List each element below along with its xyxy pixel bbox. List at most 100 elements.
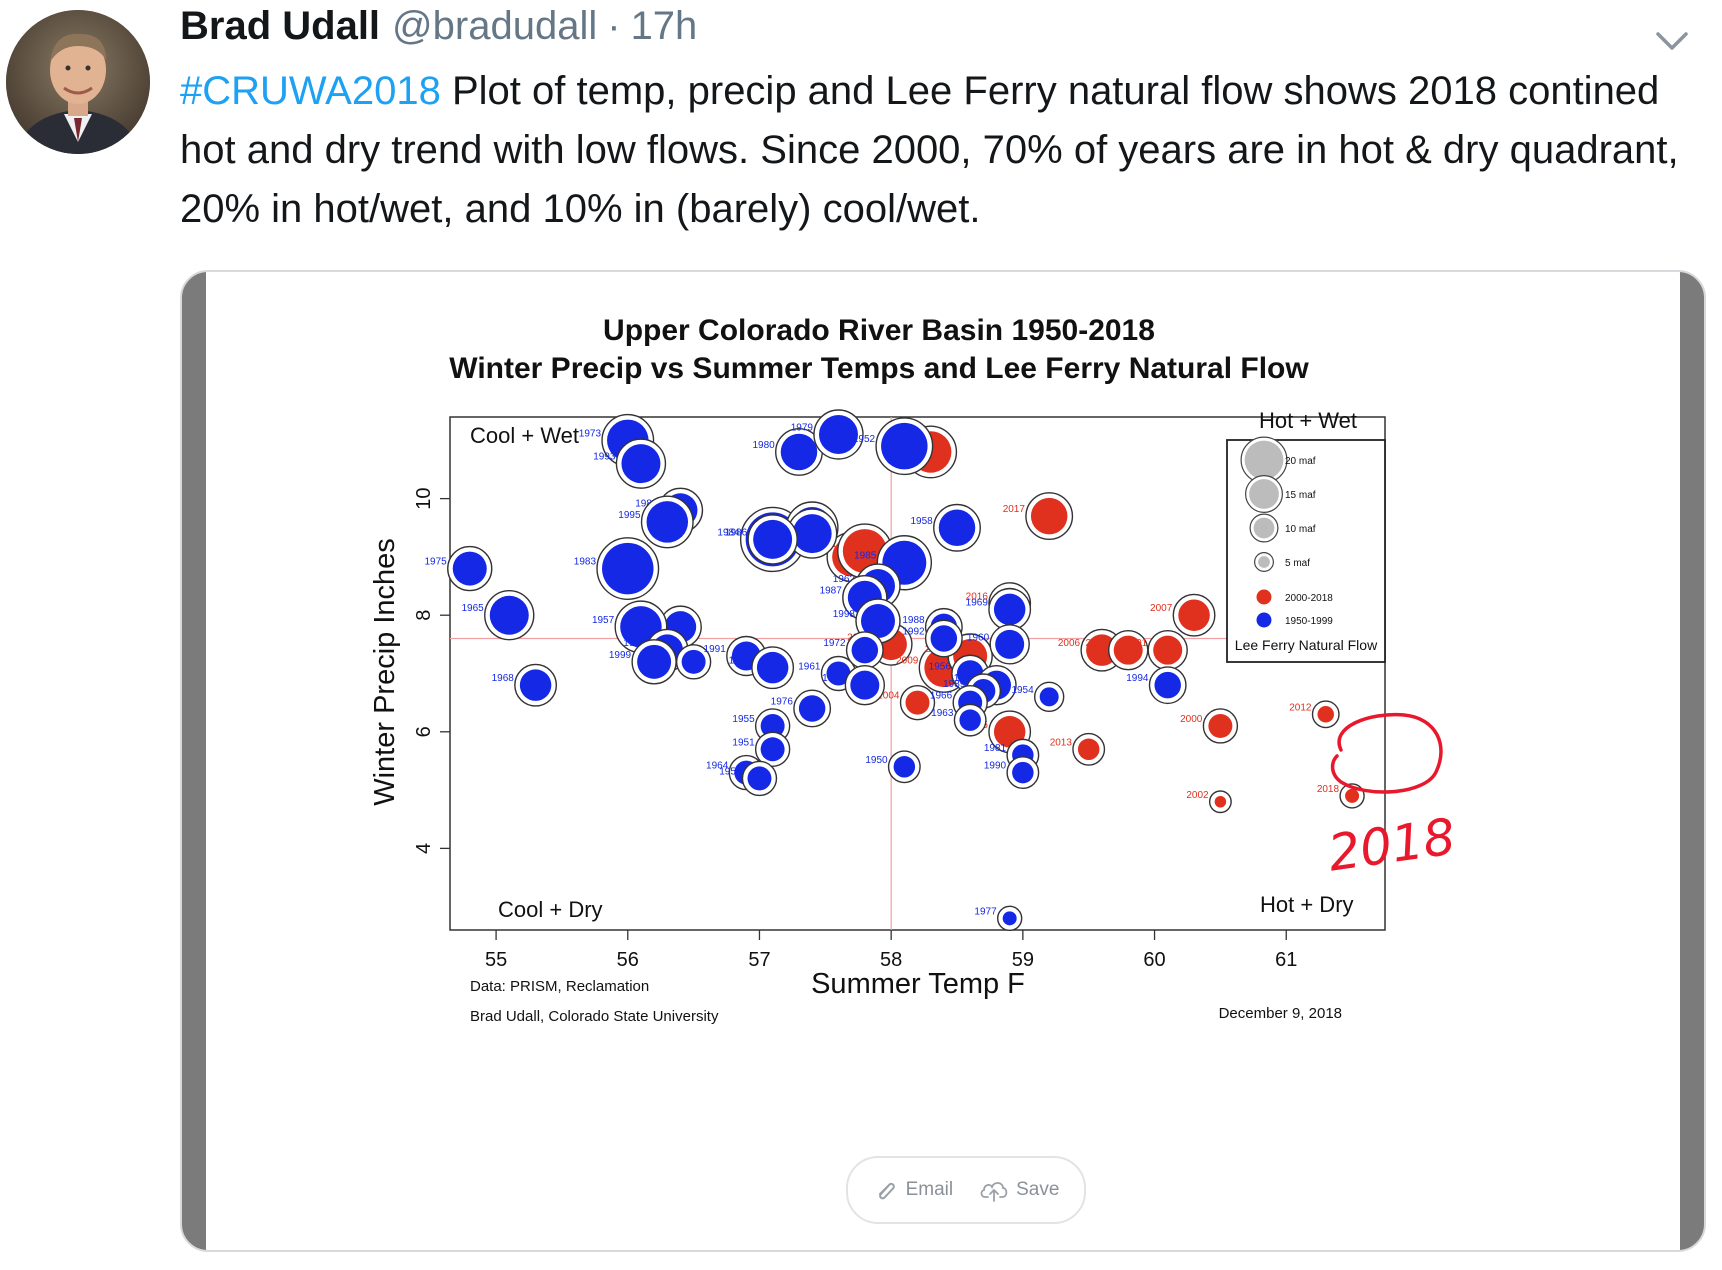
- email-button[interactable]: Email: [873, 1177, 953, 1203]
- x-tick-label: 56: [617, 949, 639, 971]
- legend: 20 maf 15 maf 10 maf 5 maf 2000-2018 1950-199…: [1226, 436, 1386, 663]
- data-point-2017: 2017: [1003, 492, 1074, 541]
- point-dot: [452, 551, 487, 586]
- point-label: 2006: [1058, 638, 1081, 649]
- avatar[interactable]: [6, 10, 150, 154]
- x-tick-label: 60: [1143, 949, 1165, 971]
- point-label: 1979: [791, 422, 814, 433]
- point-label: 1996: [954, 673, 977, 684]
- save-label: Save: [1016, 1179, 1060, 1200]
- data-point-1975: 1975: [425, 545, 493, 592]
- point-label: 1958: [911, 516, 934, 527]
- point-dot: [860, 604, 895, 639]
- data-point-1968: 1968: [492, 663, 558, 707]
- timestamp[interactable]: 17h: [630, 4, 698, 48]
- point-label: 2004: [877, 691, 900, 702]
- point-label: 1973: [579, 428, 602, 439]
- point-label: 1990: [984, 761, 1007, 772]
- quadrant-label-hot-wet: Hot + Wet: [1259, 408, 1357, 433]
- point-dot: [646, 501, 689, 543]
- point-label: 1964: [706, 761, 729, 772]
- legend-size-item: 5 maf: [1254, 552, 1310, 572]
- point-dot: [826, 661, 851, 686]
- x-tick-label: 55: [485, 949, 507, 971]
- data-point-1951: 1951: [732, 731, 791, 767]
- data-point-1977: 1977: [974, 905, 1023, 932]
- point-dot: [519, 669, 552, 701]
- point-label: 1995: [618, 510, 641, 521]
- point-label: 2013: [1050, 737, 1073, 748]
- point-dot: [818, 414, 858, 454]
- point-label: 1951: [732, 737, 755, 748]
- x-tick-label: 57: [748, 949, 770, 971]
- media-card[interactable]: Upper Colorado River Basin 1950-2018 Win…: [180, 270, 1706, 1252]
- point-label: 1991: [704, 644, 727, 655]
- data-point-2000: 2000: [1180, 708, 1239, 744]
- chevron-down-icon[interactable]: [1650, 18, 1694, 62]
- point-label: 1985: [854, 551, 877, 562]
- point-label: 1962: [833, 574, 856, 585]
- legend-size-label: 10 maf: [1285, 524, 1316, 535]
- point-label: 1960: [967, 632, 990, 643]
- point-label: 2012: [1289, 702, 1312, 713]
- author-name[interactable]: Brad Udall: [180, 4, 381, 48]
- point-dot: [959, 709, 981, 731]
- point-label: 1989: [943, 679, 966, 690]
- legend-size-label: 5 maf: [1285, 558, 1310, 569]
- point-label: 2003: [1085, 638, 1108, 649]
- legend-series-item: 1950-1999: [1256, 612, 1333, 628]
- legend-series-item: 2000-2018: [1256, 589, 1333, 605]
- quadrant-label-hot-dry: Hot + Dry: [1260, 892, 1354, 917]
- x-tick-label: 61: [1275, 949, 1297, 971]
- data-point-1950: 1950: [865, 750, 921, 784]
- point-label: 2007: [1150, 603, 1173, 614]
- point-dot: [1002, 911, 1017, 926]
- point-label: 1984: [717, 527, 740, 538]
- credit-note: Brad Udall, Colorado State University: [470, 1008, 719, 1025]
- data-point-1965: 1965: [462, 590, 535, 641]
- point-label: 1993: [593, 452, 616, 463]
- data-point-1983: 1983: [574, 537, 660, 601]
- point-dot: [637, 644, 672, 679]
- point-label: 1981: [984, 743, 1007, 754]
- legend-size-item: 10 maf: [1249, 513, 1316, 543]
- y-tick-label: 4: [413, 843, 435, 854]
- data-point-2003: 2003: [1085, 629, 1149, 671]
- x-axis-label: Summer Temp F: [811, 968, 1025, 1000]
- scatter-chart: Upper Colorado River Basin 1950-2018 Win…: [369, 314, 1459, 1025]
- paperclip-icon: [878, 1182, 895, 1200]
- point-label: 1972: [823, 638, 846, 649]
- data-point-1980: 1980: [752, 428, 823, 476]
- legend-size-dot: [1249, 479, 1279, 509]
- data-point-2012: 2012: [1289, 700, 1340, 729]
- point-label: 1966: [930, 691, 953, 702]
- author-handle[interactable]: @bradudall: [392, 4, 598, 48]
- data-point-1994: 1994: [1126, 666, 1187, 705]
- point-dot: [1012, 761, 1034, 784]
- save-button[interactable]: Save: [979, 1177, 1059, 1203]
- legend-size-dot: [1253, 517, 1275, 539]
- point-dot: [938, 509, 976, 547]
- point-dot: [602, 542, 654, 595]
- y-tick-label: 8: [413, 610, 435, 621]
- data-point-1954: 1954: [1011, 681, 1065, 713]
- point-label: 1994: [1126, 673, 1149, 684]
- point-label: 2016: [966, 592, 989, 603]
- data-point-1995: 1995: [618, 495, 694, 549]
- legend-size-item: 15 maf: [1245, 475, 1316, 513]
- point-label: 1975: [425, 557, 448, 568]
- point-dot: [747, 766, 772, 791]
- point-label: 1956: [929, 662, 952, 673]
- x-tick-label: 59: [1012, 949, 1034, 971]
- point-label: 1965: [462, 603, 485, 614]
- chart-title: Upper Colorado River Basin 1950-2018: [603, 314, 1155, 347]
- y-tick-label: 6: [413, 726, 435, 737]
- point-label: 1957: [592, 615, 615, 626]
- point-label: 1976: [771, 696, 794, 707]
- tweet-text: #CRUWA2018 Plot of temp, precip and Lee …: [180, 62, 1700, 239]
- hashtag-link[interactable]: #CRUWA2018: [180, 69, 441, 113]
- data-point-1960: 1960: [967, 624, 1030, 665]
- quadrant-label-cool-dry: Cool + Dry: [498, 897, 603, 922]
- point-dot: [1214, 796, 1227, 808]
- tweet-body: Plot of temp, precip and Lee Ferry natur…: [180, 69, 1679, 231]
